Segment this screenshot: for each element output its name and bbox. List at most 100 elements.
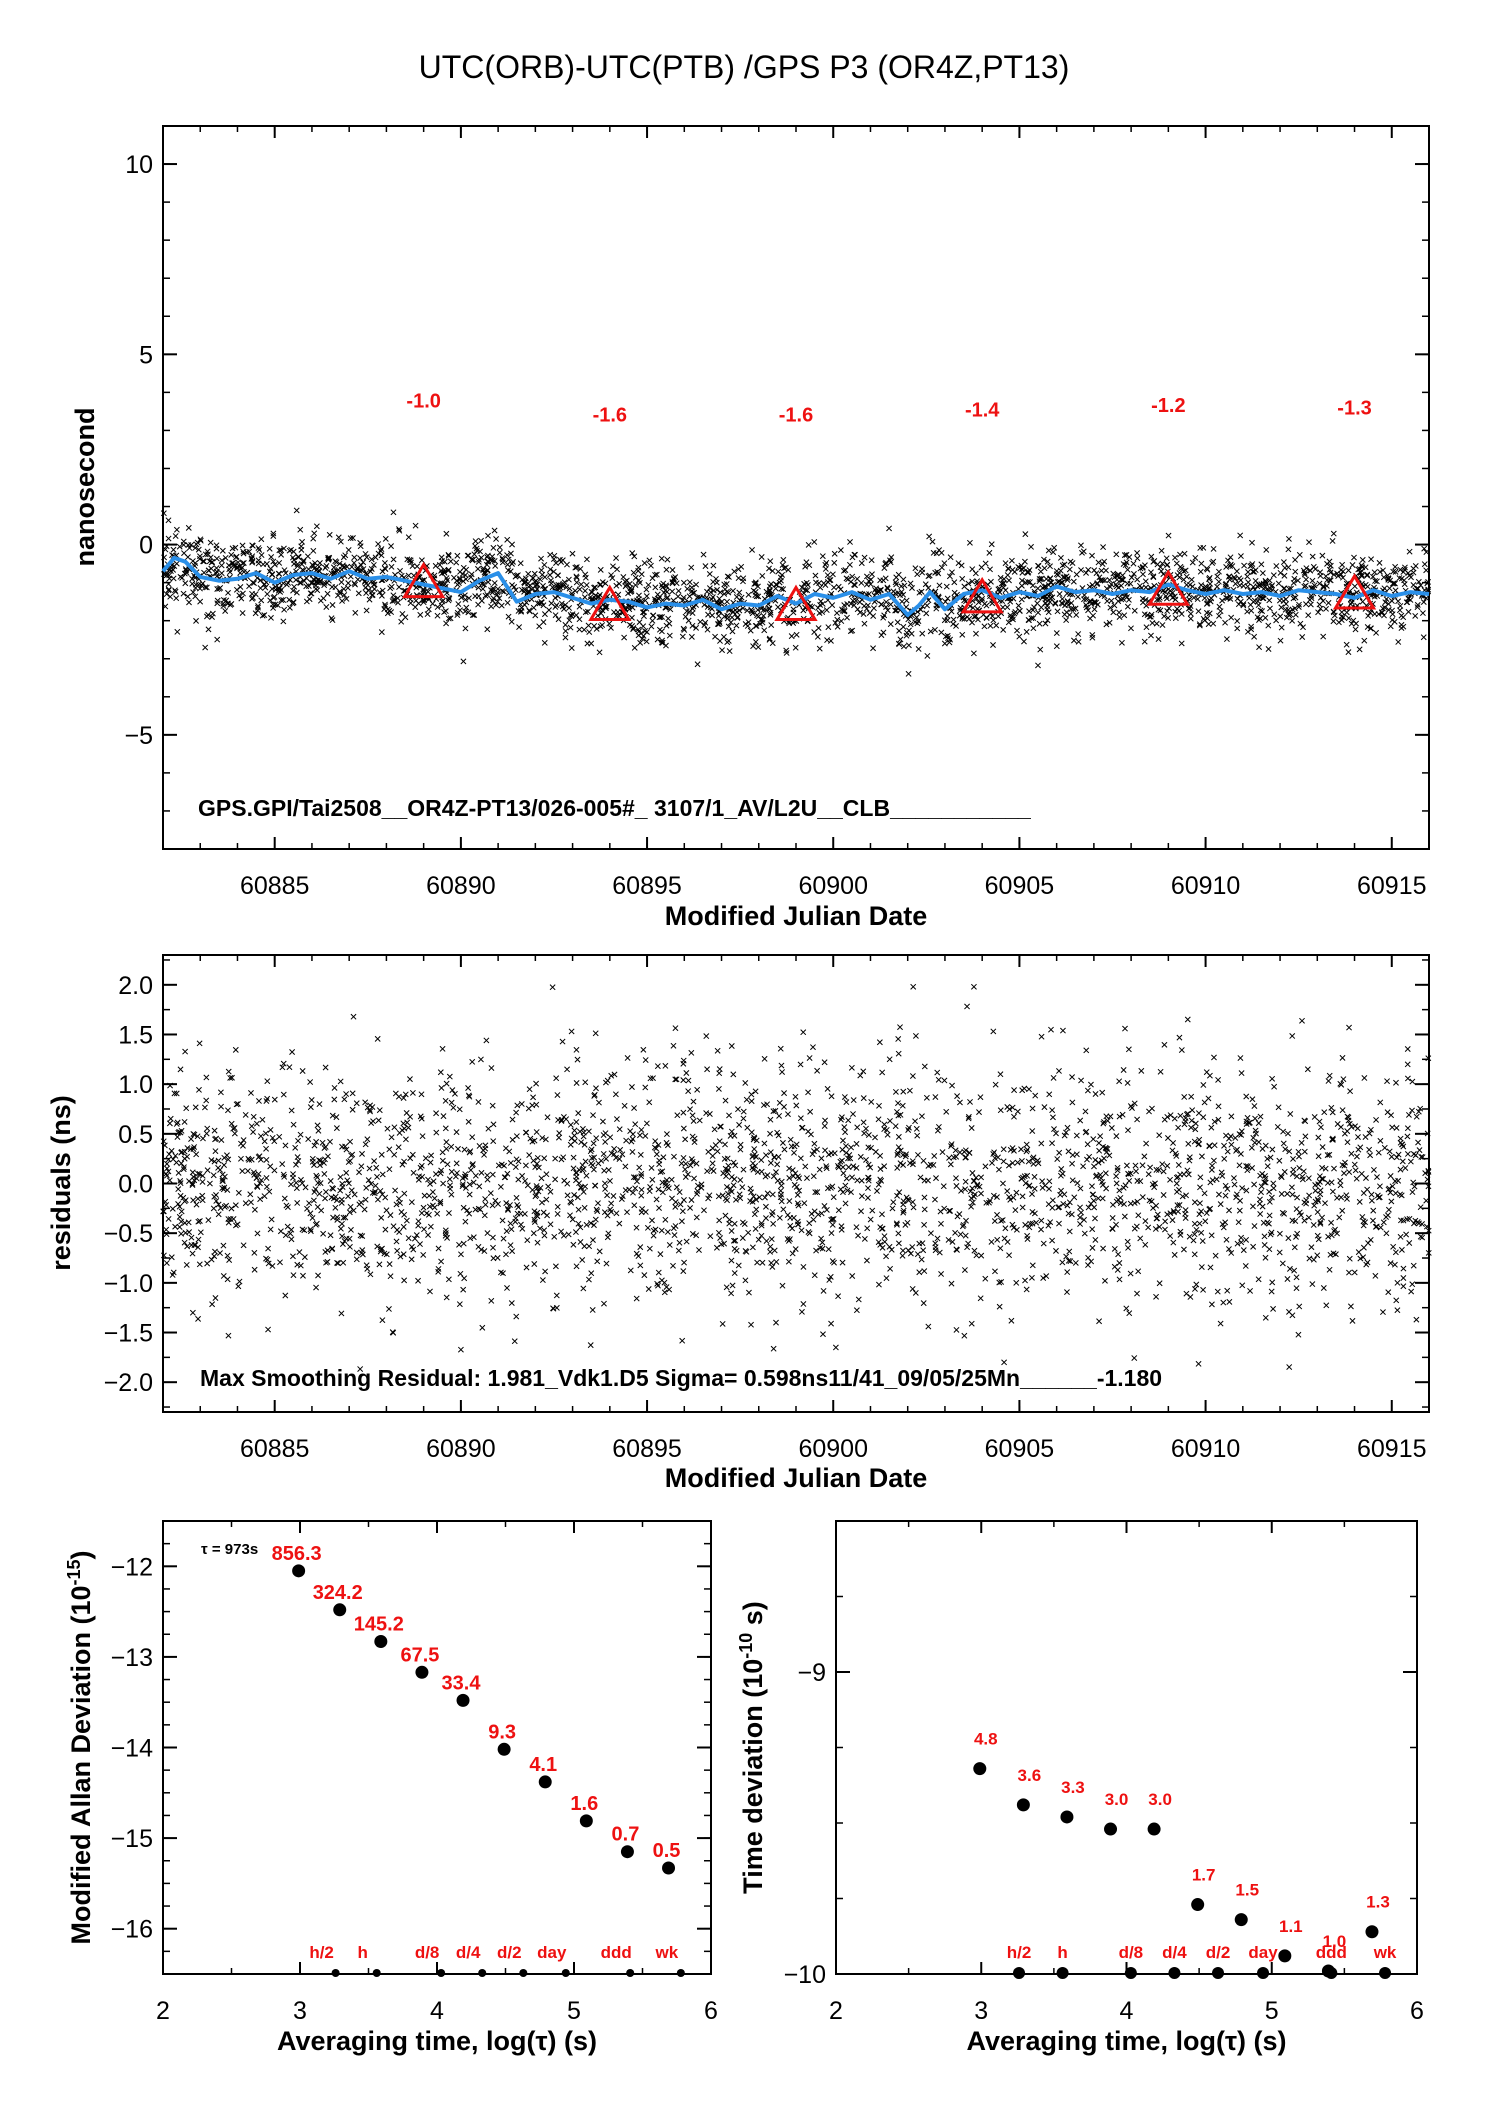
data-point	[1388, 1153, 1395, 1160]
data-point	[921, 1194, 928, 1201]
data-point	[1083, 569, 1089, 576]
data-point	[1171, 1251, 1178, 1258]
data-point	[400, 1223, 407, 1230]
data-point	[1000, 584, 1007, 591]
data-point	[491, 527, 498, 534]
data-point	[952, 1229, 959, 1236]
data-point	[897, 1024, 903, 1031]
data-point	[332, 1204, 339, 1211]
data-point	[787, 1136, 794, 1143]
data-point	[1176, 607, 1183, 614]
data-point	[284, 1204, 291, 1211]
data-point	[358, 1163, 365, 1170]
data-point	[404, 1119, 411, 1126]
data-point	[596, 1099, 602, 1106]
data-point	[1040, 556, 1047, 563]
data-point	[730, 1071, 737, 1078]
data-point	[496, 595, 503, 602]
data-point	[1089, 1183, 1095, 1190]
data-point	[631, 644, 638, 651]
data-point	[608, 1200, 615, 1207]
data-point	[1271, 611, 1278, 618]
data-point	[186, 1178, 192, 1185]
data-point	[1392, 568, 1399, 575]
data-point	[351, 1191, 358, 1198]
data-point	[1079, 549, 1085, 556]
data-point	[935, 1076, 942, 1083]
data-point	[224, 1107, 231, 1114]
data-point	[316, 560, 323, 566]
data-point	[409, 1151, 416, 1158]
data-point	[1294, 577, 1301, 584]
data-point	[889, 1205, 896, 1212]
data-point	[1158, 547, 1165, 554]
data-point	[217, 1089, 224, 1096]
data-point	[1180, 568, 1187, 575]
data-point	[375, 1117, 382, 1124]
data-point	[1106, 619, 1113, 626]
data-point	[1215, 1076, 1222, 1083]
data-point	[347, 1226, 354, 1233]
data-point	[895, 1036, 902, 1042]
data-point	[1103, 567, 1109, 574]
data-point	[907, 1250, 914, 1257]
data-point	[995, 586, 1002, 593]
data-point	[900, 1247, 906, 1254]
data-point	[1123, 1305, 1130, 1312]
data-point	[900, 1162, 907, 1168]
data-point	[216, 585, 223, 592]
data-point	[1291, 1244, 1298, 1251]
data-point	[192, 545, 199, 551]
data-point	[1372, 1272, 1379, 1279]
data-point	[773, 1319, 779, 1326]
data-point	[194, 1195, 201, 1202]
data-point	[384, 610, 391, 617]
data-point	[1147, 613, 1154, 620]
data-point	[925, 573, 932, 580]
data-point	[886, 1117, 893, 1124]
data-point	[900, 576, 907, 583]
data-point	[1249, 539, 1255, 546]
data-point	[1091, 598, 1098, 605]
data-point	[713, 579, 720, 586]
data-point	[1347, 1303, 1354, 1310]
x-tick-label: 60910	[1171, 872, 1241, 900]
data-point	[1379, 605, 1386, 612]
data-point	[1400, 614, 1407, 621]
data-point	[1227, 595, 1234, 602]
data-point	[197, 598, 204, 605]
data-point	[915, 646, 922, 652]
data-point	[770, 1345, 777, 1352]
data-point	[672, 1025, 679, 1032]
data-point	[1067, 558, 1074, 565]
data-point	[702, 563, 709, 570]
data-point	[666, 620, 673, 627]
data-point	[503, 1228, 510, 1235]
data-point	[1184, 1016, 1191, 1023]
data-point	[905, 1247, 912, 1254]
data-point	[948, 1280, 955, 1287]
data-point	[488, 556, 494, 563]
data-point	[229, 545, 236, 552]
data-point	[709, 612, 716, 619]
data-point	[1000, 626, 1007, 633]
data-point	[1059, 1170, 1066, 1177]
data-point	[425, 1211, 432, 1218]
data-point	[467, 1167, 474, 1174]
data-point	[573, 1263, 580, 1270]
data-point	[616, 580, 623, 587]
data-point	[291, 583, 298, 590]
data-point	[454, 612, 461, 619]
data-point	[415, 600, 422, 607]
data-point	[837, 586, 844, 593]
data-point	[1001, 1235, 1008, 1242]
data-point	[1134, 549, 1141, 556]
data-point	[1113, 551, 1120, 558]
data-point	[1056, 1068, 1062, 1074]
data-point	[1397, 1166, 1404, 1173]
data-point	[826, 577, 833, 584]
data-point	[1243, 1093, 1250, 1100]
data-point	[680, 597, 686, 604]
y-tick-label: −2.0	[104, 1369, 153, 1397]
data-point	[997, 1245, 1004, 1252]
